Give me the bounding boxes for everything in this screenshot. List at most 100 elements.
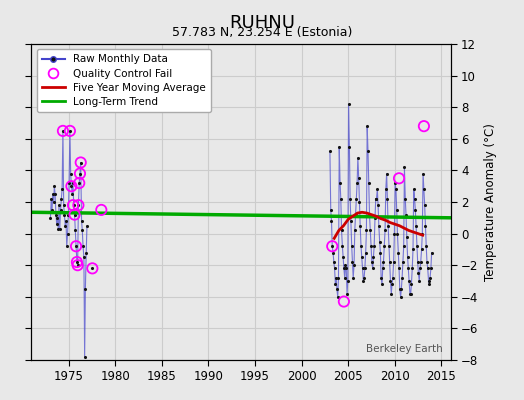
Point — [396, 286, 404, 292]
Point — [73, 259, 81, 265]
Point — [400, 164, 409, 170]
Point — [355, 199, 364, 205]
Point — [389, 259, 398, 265]
Point — [49, 191, 57, 197]
Point — [66, 128, 74, 134]
Point — [398, 275, 406, 281]
Legend: Raw Monthly Data, Quality Control Fail, Five Year Moving Average, Long-Term Tren: Raw Monthly Data, Quality Control Fail, … — [37, 49, 211, 112]
Point — [417, 259, 425, 265]
Point — [52, 212, 60, 218]
Point — [395, 175, 403, 182]
Point — [397, 286, 406, 292]
Point — [349, 275, 357, 281]
Point — [386, 259, 394, 265]
Point — [399, 243, 408, 250]
Point — [354, 154, 362, 161]
Point — [78, 227, 86, 234]
Point — [383, 170, 391, 177]
Point — [367, 243, 375, 250]
Point — [385, 243, 393, 250]
Point — [53, 214, 62, 221]
Point — [362, 249, 370, 256]
Point — [359, 278, 367, 284]
Point — [62, 243, 71, 250]
Point — [75, 180, 83, 186]
Point — [402, 212, 410, 218]
Point — [403, 254, 412, 260]
Point — [80, 254, 88, 260]
Point — [67, 183, 75, 189]
Point — [383, 196, 391, 202]
Point — [397, 294, 405, 300]
Point — [376, 249, 385, 256]
Point — [420, 202, 429, 208]
Point — [346, 196, 354, 202]
Point — [347, 243, 356, 250]
Point — [391, 180, 399, 186]
Point — [50, 183, 59, 189]
Point — [408, 265, 417, 272]
Point — [341, 262, 350, 268]
Point — [365, 180, 373, 186]
Point — [329, 249, 337, 256]
Point — [75, 180, 83, 186]
Point — [74, 202, 83, 208]
Point — [58, 186, 66, 192]
Point — [83, 222, 91, 229]
Point — [76, 170, 84, 177]
Point — [369, 254, 378, 260]
Point — [423, 265, 432, 272]
Point — [413, 259, 422, 265]
Point — [372, 196, 380, 202]
Point — [67, 170, 75, 177]
Point — [372, 196, 380, 202]
Point — [389, 275, 397, 281]
Point — [378, 265, 387, 272]
Point — [49, 199, 58, 205]
Point — [356, 222, 364, 229]
Point — [381, 186, 390, 192]
Point — [418, 230, 427, 237]
Y-axis label: Temperature Anomaly (°C): Temperature Anomaly (°C) — [484, 123, 497, 281]
Point — [421, 222, 430, 229]
Point — [347, 218, 355, 224]
Point — [46, 214, 54, 221]
Point — [330, 265, 339, 272]
Point — [339, 254, 347, 260]
Point — [420, 123, 428, 129]
Point — [70, 212, 79, 218]
Point — [388, 281, 396, 287]
Point — [334, 275, 343, 281]
Point — [71, 227, 80, 234]
Point — [338, 243, 346, 250]
Point — [59, 128, 67, 134]
Point — [334, 294, 342, 300]
Point — [341, 275, 349, 281]
Point — [425, 281, 433, 287]
Point — [48, 207, 56, 213]
Point — [340, 298, 348, 305]
Point — [364, 148, 372, 155]
Point — [81, 286, 90, 292]
Point — [61, 222, 70, 229]
Point — [326, 207, 335, 213]
Point — [342, 265, 351, 272]
Point — [330, 259, 338, 265]
Point — [59, 128, 67, 134]
Point — [68, 191, 77, 197]
Point — [371, 214, 379, 221]
Point — [355, 175, 363, 182]
Point — [381, 227, 389, 234]
Point — [407, 290, 415, 297]
Point — [344, 101, 353, 107]
Point — [399, 259, 407, 265]
Point — [414, 270, 422, 276]
Text: RUHNU: RUHNU — [229, 14, 295, 32]
Point — [411, 207, 420, 213]
Point — [358, 265, 367, 272]
Point — [410, 186, 418, 192]
Point — [375, 222, 383, 229]
Point — [363, 123, 372, 129]
Point — [351, 227, 359, 234]
Point — [427, 265, 435, 272]
